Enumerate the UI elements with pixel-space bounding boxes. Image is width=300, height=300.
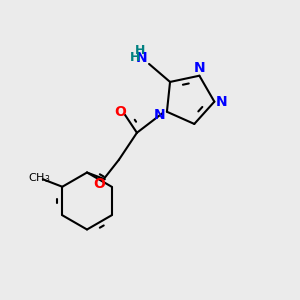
Text: O: O [94, 177, 105, 191]
Text: H: H [135, 44, 145, 57]
Text: N: N [136, 51, 147, 65]
Text: N: N [216, 95, 228, 109]
Text: N: N [194, 61, 205, 75]
Text: N: N [154, 108, 165, 122]
Text: CH$_3$: CH$_3$ [28, 171, 50, 184]
Text: H: H [130, 51, 140, 64]
Text: O: O [115, 105, 126, 119]
